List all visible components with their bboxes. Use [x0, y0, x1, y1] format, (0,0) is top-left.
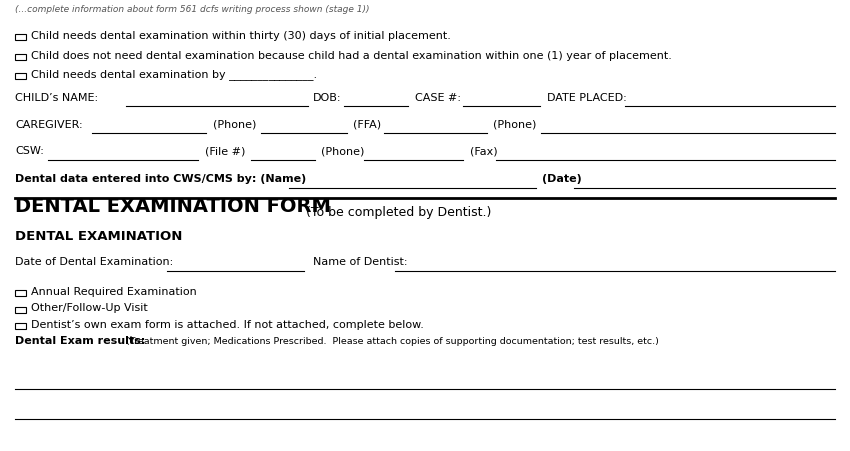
Text: CAREGIVER:: CAREGIVER:: [15, 120, 83, 130]
Text: CASE #:: CASE #:: [415, 93, 461, 103]
Text: (Phone): (Phone): [321, 147, 365, 156]
Bar: [15, 290, 26, 296]
Text: (Treatment given; Medications Prescribed.  Please attach copies of supporting do: (Treatment given; Medications Prescribed…: [123, 337, 659, 346]
Text: Annual Required Examination: Annual Required Examination: [31, 287, 196, 297]
Text: (Phone): (Phone): [493, 120, 536, 130]
Text: Dental data entered into CWS/CMS by: (Name): Dental data entered into CWS/CMS by: (Na…: [15, 174, 307, 184]
Text: Child does not need dental examination because child had a dental examination wi: Child does not need dental examination b…: [31, 51, 672, 61]
Text: (...complete information about form 561 dcfs writing process shown (stage 1)): (...complete information about form 561 …: [15, 5, 370, 14]
Text: Name of Dentist:: Name of Dentist:: [313, 257, 407, 267]
Text: CSW:: CSW:: [15, 147, 44, 156]
Text: Dentist’s own exam form is attached. If not attached, complete below.: Dentist’s own exam form is attached. If …: [31, 320, 423, 330]
Text: CHILD’s NAME:: CHILD’s NAME:: [15, 93, 99, 103]
Text: Child needs dental examination within thirty (30) days of initial placement.: Child needs dental examination within th…: [31, 31, 451, 41]
Text: (FFA): (FFA): [353, 120, 381, 130]
Text: DENTAL EXAMINATION: DENTAL EXAMINATION: [15, 230, 183, 243]
Text: Other/Follow-Up Visit: Other/Follow-Up Visit: [31, 304, 147, 313]
Text: DATE PLACED:: DATE PLACED:: [547, 93, 626, 103]
Bar: [15, 54, 26, 60]
Bar: [15, 307, 26, 313]
Bar: [15, 73, 26, 79]
Text: (File #): (File #): [205, 147, 245, 156]
Text: (Phone): (Phone): [212, 120, 256, 130]
Text: Date of Dental Examination:: Date of Dental Examination:: [15, 257, 173, 267]
Text: DENTAL EXAMINATION FORM: DENTAL EXAMINATION FORM: [15, 198, 332, 216]
Text: (Date): (Date): [542, 174, 582, 184]
Bar: [15, 34, 26, 40]
Bar: [15, 323, 26, 329]
Text: DOB:: DOB:: [313, 93, 342, 103]
Text: (Fax): (Fax): [470, 147, 498, 156]
Text: Child needs dental examination by _______________.: Child needs dental examination by ______…: [31, 69, 317, 80]
Text: Dental Exam results:: Dental Exam results:: [15, 336, 145, 346]
Text: (To be completed by Dentist.): (To be completed by Dentist.): [302, 206, 491, 219]
